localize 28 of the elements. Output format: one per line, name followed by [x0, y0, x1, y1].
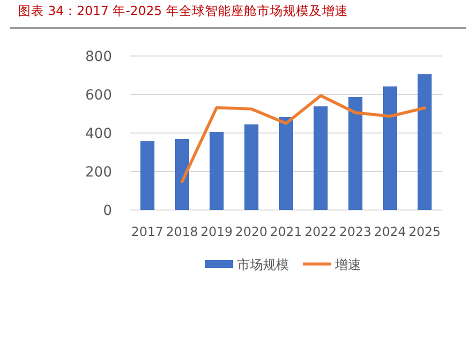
x-tick-label: 2019 — [200, 224, 233, 239]
line-series — [180, 94, 426, 184]
x-tick-label: 2017 — [131, 224, 164, 239]
x-tick-label: 2023 — [339, 224, 372, 239]
bar — [244, 124, 258, 210]
y-tick-label: 400 — [85, 126, 112, 142]
bar — [418, 74, 432, 210]
bar — [314, 106, 328, 210]
x-tick-label: 2018 — [166, 224, 198, 239]
x-tick-label: 2022 — [304, 224, 337, 239]
y-tick-label: 600 — [85, 88, 112, 104]
y-tick-label: 0 — [103, 203, 112, 219]
y-tick-label: 200 — [85, 164, 112, 180]
x-tick-label: 2021 — [270, 224, 302, 239]
bar — [140, 141, 154, 210]
legend-label: 增速 — [334, 258, 361, 273]
y-tick-label: 800 — [85, 49, 112, 65]
bar — [348, 97, 362, 210]
x-tick-label: 2020 — [235, 224, 268, 239]
x-tick-label: 2025 — [408, 224, 441, 239]
title: 图表 34：2017 年-2025 年全球智能座舱市场规模及增速 — [18, 3, 348, 18]
x-tick-label: 2024 — [374, 224, 406, 239]
bar — [175, 138, 189, 210]
bar — [279, 117, 293, 210]
plot: 0 200 400 600 800 2017 2018 2019 2020 2021 2022 2023 2024 2025 — [85, 49, 442, 239]
bar — [210, 132, 224, 210]
bar — [383, 86, 397, 210]
legend-label: 市场规模 — [237, 258, 289, 273]
